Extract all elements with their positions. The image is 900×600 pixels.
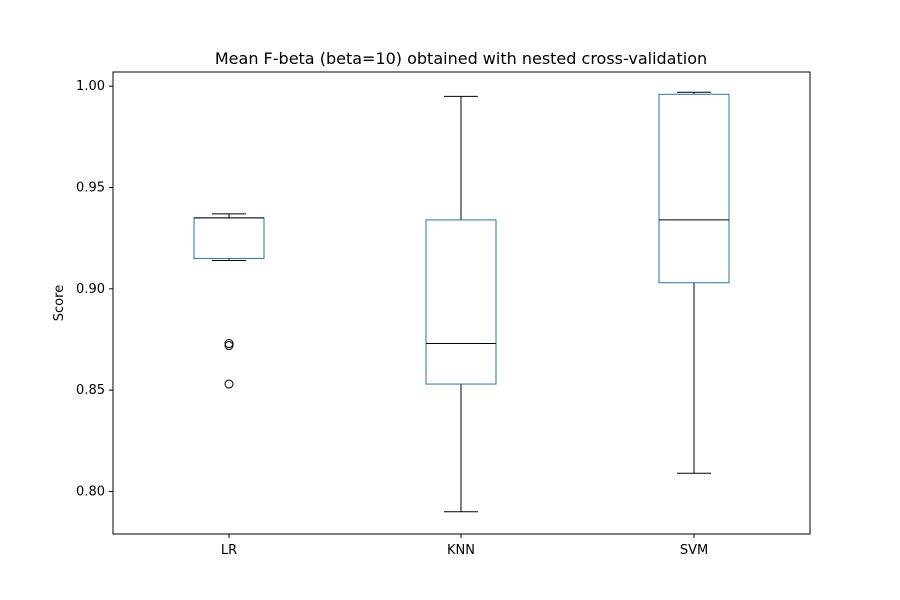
- x-tick-label-2: SVM: [680, 543, 708, 558]
- flier-lr-2: [224, 379, 234, 389]
- flier-lr-1: [224, 341, 234, 351]
- y-tick-label-1: 0.85: [76, 383, 105, 398]
- box-lr: [193, 217, 265, 259]
- y-tick-label-2: 0.90: [76, 282, 105, 297]
- plot-frame: [112, 71, 811, 535]
- box-knn: [425, 219, 497, 385]
- chart-title: Mean F-beta (beta=10) obtained with nest…: [215, 49, 707, 68]
- flier-lr-0: [224, 339, 234, 349]
- box-svm: [658, 93, 730, 284]
- y-axis-label: Score: [52, 285, 67, 321]
- x-tick-label-1: KNN: [447, 543, 475, 558]
- x-tick-label-0: LR: [221, 543, 237, 558]
- y-tick-label-4: 1.00: [76, 79, 105, 94]
- plot-area: 0.80 0.85 0.90 0.95 1.00 LR KNN SVM: [76, 79, 730, 558]
- y-tick-label-3: 0.95: [76, 181, 105, 196]
- y-tick-label-0: 0.80: [76, 484, 105, 499]
